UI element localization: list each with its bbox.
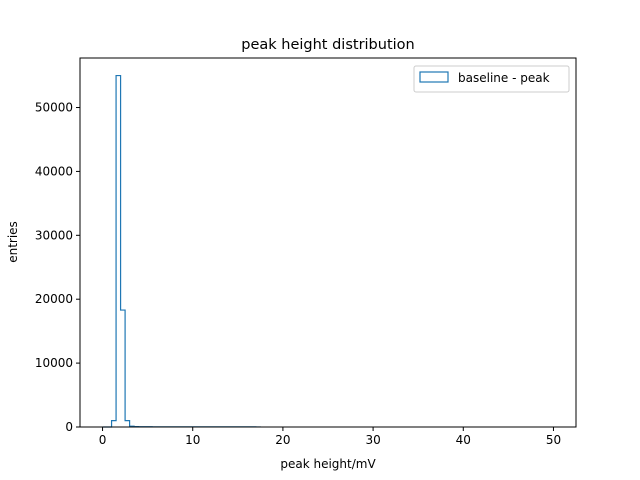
y-tick-label: 0 <box>65 420 73 434</box>
y-tick-label: 40000 <box>35 164 73 178</box>
legend-label: baseline - peak <box>458 71 550 85</box>
x-axis-label: peak height/mV <box>280 457 376 471</box>
y-tick-label: 30000 <box>35 228 73 242</box>
x-tick-label: 0 <box>99 433 107 447</box>
x-tick-label: 50 <box>546 433 561 447</box>
y-tick-label: 20000 <box>35 292 73 306</box>
y-tick-label: 50000 <box>35 101 73 115</box>
chart-title: peak height distribution <box>241 37 414 53</box>
legend: baseline - peak <box>413 65 570 93</box>
y-tick-label: 10000 <box>35 356 73 370</box>
legend-frame <box>413 65 570 93</box>
axis-ticks: 0 10 20 30 40 50 0 10000 20000 30000 40000 50000 <box>35 101 561 447</box>
x-tick-label: 10 <box>185 433 200 447</box>
x-tick-label: 30 <box>365 433 380 447</box>
legend-swatch <box>419 71 449 83</box>
plot-frame <box>79 57 577 428</box>
x-tick-label: 40 <box>456 433 471 447</box>
y-axis-label: entries <box>6 221 20 263</box>
x-tick-label: 20 <box>275 433 290 447</box>
